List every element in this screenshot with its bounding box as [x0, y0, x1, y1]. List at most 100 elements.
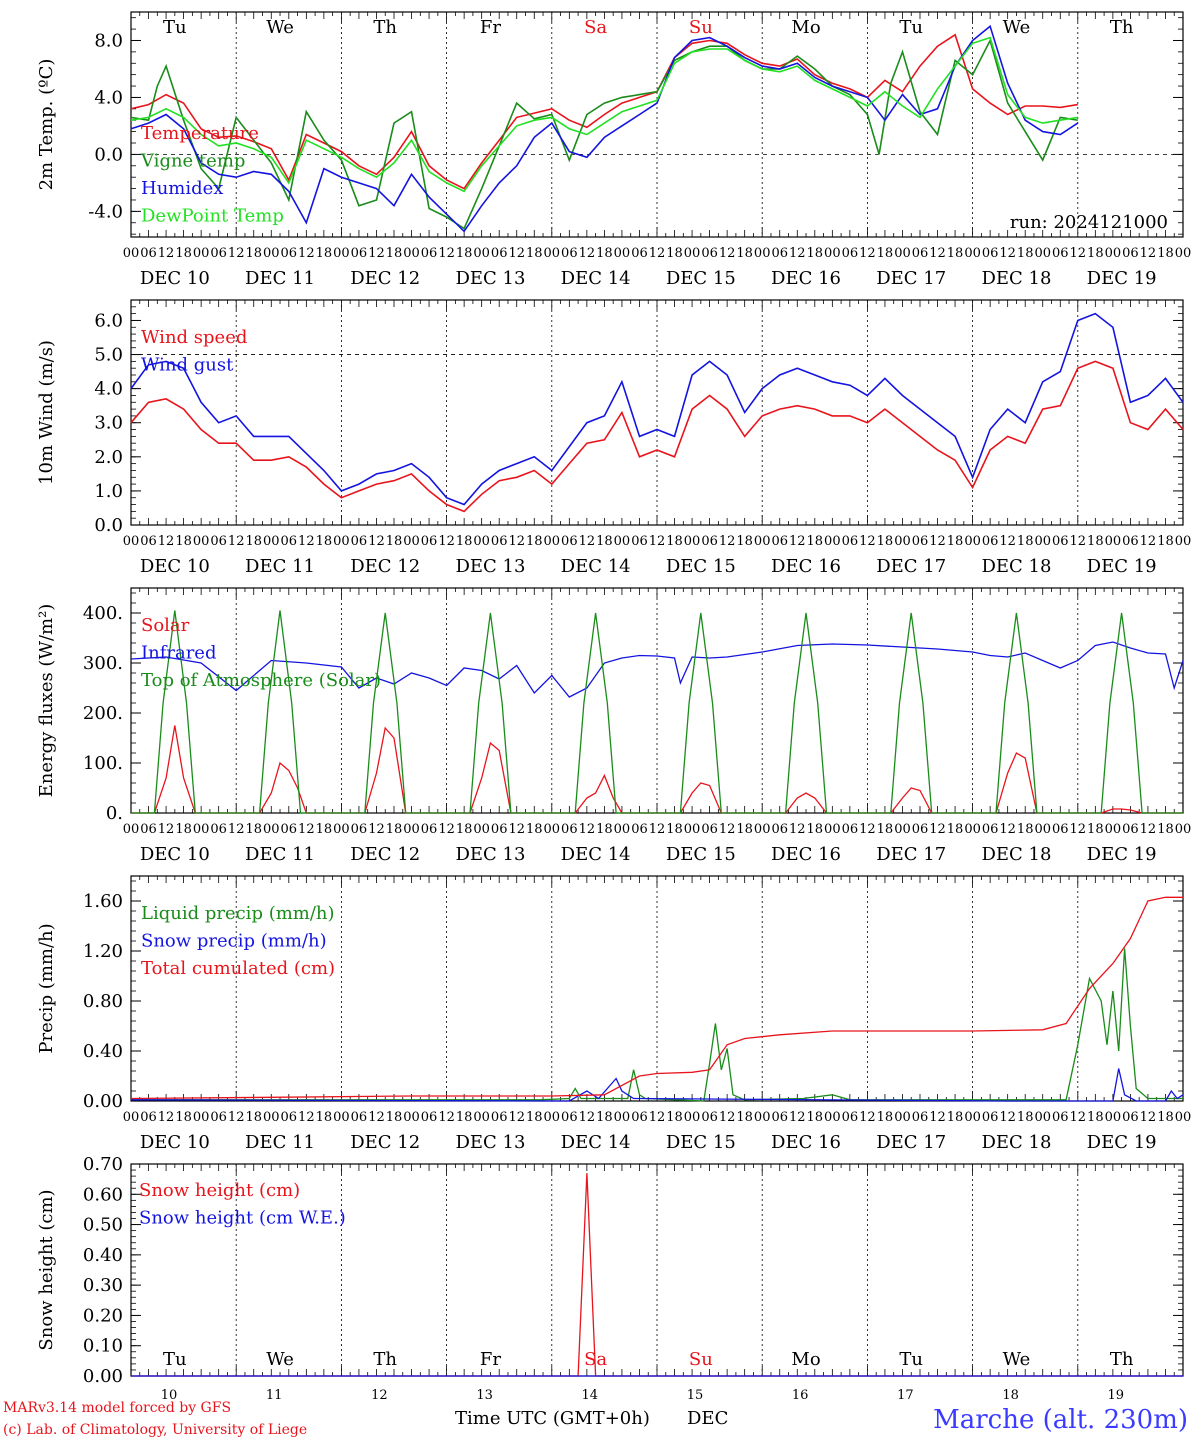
hour-tick-label: 12: [719, 1110, 736, 1125]
weekday-label: Th: [373, 17, 397, 38]
hour-tick-label: 12: [508, 246, 525, 261]
hour-tick-label: 06: [140, 246, 157, 261]
hour-tick-label: 18: [245, 534, 262, 549]
hour-tick-label: 12: [158, 1110, 175, 1125]
hour-tick-label: 06: [912, 246, 929, 261]
hour-tick-label: 18: [316, 534, 333, 549]
hour-tick-label: 06: [140, 822, 157, 837]
hour-tick-label: 00: [403, 822, 420, 837]
hour-tick-label: 12: [1070, 246, 1087, 261]
date-label: DEC 18: [981, 268, 1051, 289]
hour-tick-label: 00: [544, 822, 561, 837]
credit-line-2: (c) Lab. of Climatology, University of L…: [3, 1422, 307, 1438]
hour-tick-label: 00: [263, 822, 280, 837]
hour-tick-label: 12: [508, 822, 525, 837]
panel-5: 0.00 0.10 0.20 0.30 0.40 0.50 0.60 0.70 Snow hei…: [36, 1154, 1184, 1403]
hour-tick-label: 00: [263, 534, 280, 549]
hour-tick-label: 06: [982, 534, 999, 549]
hour-tick-label: 06: [701, 534, 718, 549]
hour-tick-label: 18: [877, 1110, 894, 1125]
hour-tick-label: 12: [228, 246, 245, 261]
y-tick-label: 6.0: [94, 310, 123, 331]
hour-tick-label: 12: [649, 534, 666, 549]
hour-tick-label: 06: [351, 822, 368, 837]
hour-tick-label: 18: [877, 534, 894, 549]
weekday-label: Tu: [899, 17, 923, 38]
date-label: DEC 17: [876, 1132, 946, 1153]
hour-tick-label: 06: [281, 246, 298, 261]
weekday-label: Su: [689, 1349, 713, 1370]
legend-entry: Snow height (cm W.E.): [139, 1208, 346, 1229]
hour-tick-label: 18: [947, 822, 964, 837]
hour-tick-label: 00: [403, 1110, 420, 1125]
y-tick-label: -4.0: [88, 201, 123, 222]
hour-tick-label: 18: [456, 246, 473, 261]
hour-tick-label: 18: [807, 822, 824, 837]
hour-tick-label: 00: [123, 1110, 140, 1125]
legend-entry: Snow height (cm): [139, 1180, 300, 1201]
date-label: DEC 16: [771, 844, 841, 865]
hour-tick-label: 12: [999, 822, 1016, 837]
date-label: DEC 10: [140, 844, 210, 865]
hour-tick-label: 18: [456, 1110, 473, 1125]
weekday-label: We: [266, 1349, 294, 1370]
y-tick-label: 0.0: [94, 515, 123, 536]
y-tick-label: 0.30: [83, 1275, 123, 1296]
hour-tick-label: 06: [561, 246, 578, 261]
hour-tick-label: 12: [579, 534, 596, 549]
y-tick-label: 1.20: [83, 941, 123, 962]
hour-tick-label: 18: [1087, 822, 1104, 837]
weekday-label: Mo: [791, 1349, 820, 1370]
day-number-label: 17: [897, 1388, 914, 1403]
hour-tick-label: 12: [508, 534, 525, 549]
hour-tick-label: 18: [386, 822, 403, 837]
hour-tick-label: 12: [789, 1110, 806, 1125]
hour-tick-label: 18: [736, 246, 753, 261]
weekday-label: We: [266, 17, 294, 38]
hour-tick-label: 06: [210, 534, 227, 549]
weekday-label: Mo: [791, 17, 820, 38]
legend-entry: Total cumulated (cm): [141, 958, 335, 979]
hour-tick-label: 18: [596, 822, 613, 837]
hour-tick-label: 12: [789, 822, 806, 837]
weekday-label: Fr: [480, 1349, 501, 1370]
hour-tick-label: 06: [771, 534, 788, 549]
y-tick-label: 100.: [83, 753, 123, 774]
hour-tick-label: 06: [631, 822, 648, 837]
hour-tick-label: 06: [281, 1110, 298, 1125]
date-label: DEC 17: [876, 268, 946, 289]
hour-tick-label: 12: [368, 246, 385, 261]
hour-tick-label: 00: [263, 246, 280, 261]
hour-tick-label: 06: [912, 1110, 929, 1125]
legend-entry: Wind gust: [141, 355, 234, 376]
hour-tick-label: 06: [1122, 822, 1139, 837]
hour-tick-label: 12: [579, 822, 596, 837]
hour-tick-label: 12: [999, 246, 1016, 261]
y-tick-label: 0.70: [83, 1154, 123, 1175]
hour-tick-label: 12: [789, 534, 806, 549]
hour-tick-label: 06: [842, 822, 859, 837]
hour-tick-label: 00: [193, 1110, 210, 1125]
y-axis-label: Energy fluxes (W/m²): [36, 604, 57, 798]
hour-tick-label: 12: [298, 1110, 315, 1125]
y-tick-label: 1.0: [94, 481, 123, 502]
hour-tick-label: 12: [719, 246, 736, 261]
hour-tick-label: 00: [824, 1110, 841, 1125]
hour-tick-label: 18: [316, 246, 333, 261]
hour-tick-label: 00: [123, 822, 140, 837]
legend-entry: Snow precip (mm/h): [141, 931, 327, 952]
hour-tick-label: 12: [438, 534, 455, 549]
weekday-label: Th: [373, 1349, 397, 1370]
legend-entry: Humidex: [141, 178, 223, 199]
credit-line-1: MARv3.14 model forced by GFS: [3, 1400, 231, 1416]
hour-tick-label: 00: [614, 534, 631, 549]
hour-tick-label: 18: [666, 246, 683, 261]
hour-tick-label: 18: [947, 534, 964, 549]
hour-tick-label: 06: [421, 534, 438, 549]
hour-tick-label: 06: [1122, 246, 1139, 261]
hour-tick-label: 12: [228, 822, 245, 837]
y-tick-label: 0.40: [83, 1245, 123, 1266]
hour-tick-label: 18: [175, 1110, 192, 1125]
hour-tick-label: 00: [1105, 246, 1122, 261]
